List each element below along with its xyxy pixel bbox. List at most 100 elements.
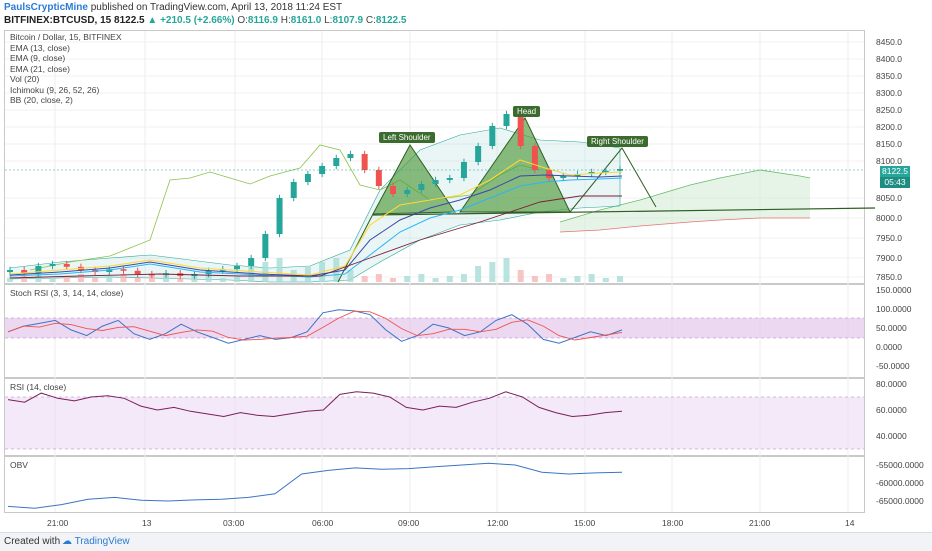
tradingview-logo[interactable]: ☁ TradingView — [62, 536, 130, 547]
candle-body — [262, 234, 269, 258]
volume-bar — [120, 274, 127, 282]
volume-bar — [248, 266, 255, 282]
legend-ichimoku: Ichimoku (9, 26, 52, 26) — [10, 84, 100, 95]
candle-body — [347, 154, 354, 158]
left-shoulder-label: Left Shoulder — [379, 132, 435, 143]
obv-tick: -55000.0000 — [876, 460, 924, 470]
price-tick: 8400.0 — [876, 54, 902, 64]
volume-bar — [489, 262, 496, 282]
candle-body — [248, 258, 255, 266]
obv-tick: -60000.0000 — [876, 478, 924, 488]
volume-bar — [106, 276, 113, 282]
price-tick: 8100.0 — [876, 156, 902, 166]
legend-symbol: Bitcoin / Dollar, 15, BITFINEX — [10, 32, 122, 42]
ema-13-line — [9, 174, 623, 277]
rsi-tick: 80.0000 — [876, 379, 907, 389]
candlesticks — [7, 110, 623, 280]
price-tick: 7900.0 — [876, 253, 902, 263]
obv-line — [7, 462, 623, 509]
candle-body — [361, 154, 368, 170]
volume-bar — [404, 276, 411, 282]
footer-bar: Created with ☁ TradingView — [0, 532, 932, 551]
publish-line: PaulsCrypticMine published on TradingVie… — [4, 2, 342, 13]
stoch-tick: -50.0000 — [876, 361, 910, 371]
obv-pane[interactable] — [4, 456, 865, 513]
candle-body — [390, 186, 397, 194]
price-tick: 7950.0 — [876, 233, 902, 243]
stoch-tick: 100.0000 — [876, 304, 912, 314]
close-label: C: — [365, 15, 376, 26]
volume-bar — [460, 274, 467, 282]
legend-vol: Vol (20) — [10, 74, 40, 84]
neckline — [372, 207, 876, 216]
price-tick: 8050.0 — [876, 193, 902, 203]
low-value: 8107.9 — [332, 15, 364, 26]
open-value: 8116.9 — [247, 15, 278, 26]
candle-body — [560, 176, 567, 178]
rsi-tick: 40.0000 — [876, 431, 907, 441]
volume-bar — [390, 278, 397, 282]
volume-bar — [148, 276, 155, 282]
volume-bar — [77, 274, 84, 282]
time-tick: 03:00 — [223, 518, 245, 528]
time-tick: 21:00 — [749, 518, 771, 528]
volume-bar — [92, 278, 99, 282]
rsi-pane[interactable] — [4, 378, 865, 456]
volume-bar — [418, 274, 425, 282]
stoch-tick: 50.0000 — [876, 323, 907, 333]
time-tick: 06:00 — [312, 518, 334, 528]
bollinger-band — [9, 127, 621, 283]
ichimoku-span-a — [559, 169, 811, 223]
volume-bar — [617, 276, 623, 282]
tradingview-brand: TradingView — [74, 536, 130, 547]
candle-body — [233, 266, 240, 270]
candle-body — [602, 170, 609, 173]
volume-bar — [49, 278, 56, 282]
ichimoku-lagging-line — [29, 144, 541, 271]
rsi-legend: RSI (14, close) — [10, 382, 67, 392]
close-value: 8122.5 — [375, 15, 407, 26]
author-link[interactable]: PaulsCrypticMine — [4, 2, 88, 13]
price-tick: 8300.0 — [876, 88, 902, 98]
time-tick: 09:00 — [398, 518, 420, 528]
candle-body — [120, 269, 127, 271]
main-price-pane[interactable] — [4, 30, 865, 284]
candle-body — [404, 190, 411, 194]
candle-body — [475, 146, 482, 162]
volume-bar — [177, 278, 184, 282]
stoch-rsi-pane[interactable] — [4, 284, 865, 378]
candle-body — [276, 198, 283, 234]
volume-bar — [446, 276, 453, 282]
volume-bar — [588, 274, 595, 282]
stoch-tick: 0.0000 — [876, 342, 902, 352]
candle-body — [531, 146, 538, 170]
legend-ema21: EMA (21, close) — [10, 63, 70, 74]
volume-bar — [560, 278, 567, 282]
obv-legend: OBV — [10, 460, 28, 470]
volume-bar — [602, 278, 609, 282]
candle-body — [418, 184, 425, 190]
candle-body — [63, 264, 70, 267]
volume-bar — [361, 276, 368, 282]
candle-body — [546, 170, 553, 178]
candle-body — [375, 170, 382, 186]
stoch-overbought-band — [5, 318, 864, 338]
up-arrow-icon: ▲ — [147, 15, 158, 26]
publish-info: published on TradingView.com, April 13, … — [90, 2, 343, 13]
candle-body — [290, 182, 297, 198]
volume-bar — [7, 278, 13, 282]
bar-countdown-badge: 05:43 — [880, 177, 910, 188]
rsi-line — [7, 391, 623, 418]
stoch-k-line — [7, 309, 623, 344]
candle-body — [49, 264, 56, 266]
candle-body — [617, 169, 623, 171]
time-tick: 21:00 — [47, 518, 69, 528]
candle-body — [35, 266, 42, 274]
volume-bar — [134, 278, 141, 282]
candle-body — [21, 270, 28, 274]
candle-body — [460, 162, 467, 178]
candle-body — [432, 180, 439, 184]
ema-9-line — [9, 159, 623, 276]
head-triangle — [459, 117, 571, 213]
volume-bar — [475, 266, 482, 282]
